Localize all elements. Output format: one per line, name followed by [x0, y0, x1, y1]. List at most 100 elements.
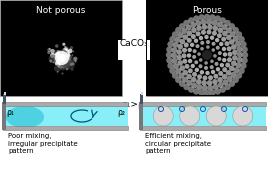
Text: Porous: Porous [192, 6, 222, 15]
Circle shape [172, 31, 178, 38]
Bar [146, 0, 147, 96]
Circle shape [63, 62, 68, 66]
Circle shape [222, 74, 228, 80]
Circle shape [72, 62, 75, 65]
Circle shape [196, 25, 202, 31]
Circle shape [177, 60, 183, 66]
Circle shape [209, 14, 216, 21]
Circle shape [190, 43, 194, 47]
Circle shape [217, 57, 221, 61]
Circle shape [166, 52, 172, 58]
Circle shape [70, 63, 73, 66]
Circle shape [237, 57, 243, 63]
Circle shape [191, 27, 197, 33]
Circle shape [195, 68, 199, 72]
Circle shape [191, 77, 196, 82]
Circle shape [58, 56, 61, 59]
Circle shape [69, 55, 73, 59]
Circle shape [238, 36, 245, 42]
Circle shape [178, 32, 184, 38]
Circle shape [212, 79, 218, 85]
Circle shape [176, 55, 182, 60]
Bar [146, 95, 268, 96]
Circle shape [64, 62, 69, 68]
Circle shape [217, 22, 223, 28]
Circle shape [219, 17, 226, 24]
Circle shape [59, 56, 64, 61]
Circle shape [175, 68, 181, 74]
Bar [140, 92, 143, 95]
Circle shape [236, 31, 242, 38]
Circle shape [191, 34, 196, 39]
Circle shape [236, 46, 243, 52]
Circle shape [65, 52, 70, 58]
Circle shape [54, 65, 61, 72]
Circle shape [228, 52, 232, 57]
Circle shape [202, 24, 207, 30]
Circle shape [63, 49, 69, 55]
Circle shape [242, 52, 248, 58]
Circle shape [230, 72, 236, 78]
Circle shape [204, 14, 210, 20]
Circle shape [227, 76, 233, 82]
Circle shape [58, 64, 62, 68]
Circle shape [206, 19, 212, 25]
Circle shape [47, 51, 50, 54]
Circle shape [184, 43, 189, 47]
Circle shape [207, 80, 213, 86]
Ellipse shape [6, 106, 44, 128]
Circle shape [172, 58, 177, 64]
Circle shape [219, 42, 224, 46]
Circle shape [65, 57, 70, 62]
Circle shape [238, 68, 245, 74]
Circle shape [224, 20, 231, 26]
Circle shape [193, 49, 197, 53]
Circle shape [175, 37, 181, 43]
Circle shape [179, 81, 185, 87]
Circle shape [61, 53, 67, 60]
Circle shape [54, 57, 59, 63]
Circle shape [226, 70, 231, 76]
Circle shape [182, 77, 188, 83]
Circle shape [230, 31, 236, 37]
Bar [0, 0, 122, 96]
Circle shape [188, 17, 194, 24]
Circle shape [226, 27, 232, 33]
Circle shape [58, 63, 64, 69]
Circle shape [54, 51, 63, 60]
Circle shape [200, 41, 204, 45]
Text: Not porous: Not porous [36, 6, 86, 15]
Circle shape [194, 60, 198, 64]
Circle shape [216, 46, 220, 50]
Circle shape [61, 72, 64, 75]
Bar [118, 40, 150, 60]
Circle shape [175, 27, 181, 33]
Circle shape [188, 86, 194, 93]
Circle shape [57, 50, 60, 53]
Circle shape [206, 40, 210, 44]
Circle shape [183, 20, 190, 26]
Circle shape [222, 31, 228, 36]
Circle shape [233, 27, 239, 33]
Text: ρ₂: ρ₂ [117, 108, 125, 117]
Circle shape [229, 66, 234, 71]
Circle shape [63, 58, 66, 60]
Circle shape [207, 85, 213, 91]
Circle shape [167, 63, 174, 69]
Circle shape [213, 84, 219, 90]
Circle shape [166, 57, 173, 64]
Circle shape [222, 58, 226, 62]
Bar [3, 92, 6, 95]
Bar [3, 106, 128, 126]
Circle shape [47, 48, 51, 52]
Circle shape [55, 44, 58, 48]
Circle shape [212, 20, 218, 26]
Circle shape [193, 15, 199, 22]
Circle shape [211, 70, 215, 74]
Circle shape [70, 58, 74, 63]
Bar [3, 94, 6, 104]
Circle shape [54, 59, 62, 66]
Circle shape [225, 63, 230, 67]
Circle shape [240, 41, 247, 47]
Circle shape [186, 74, 192, 79]
